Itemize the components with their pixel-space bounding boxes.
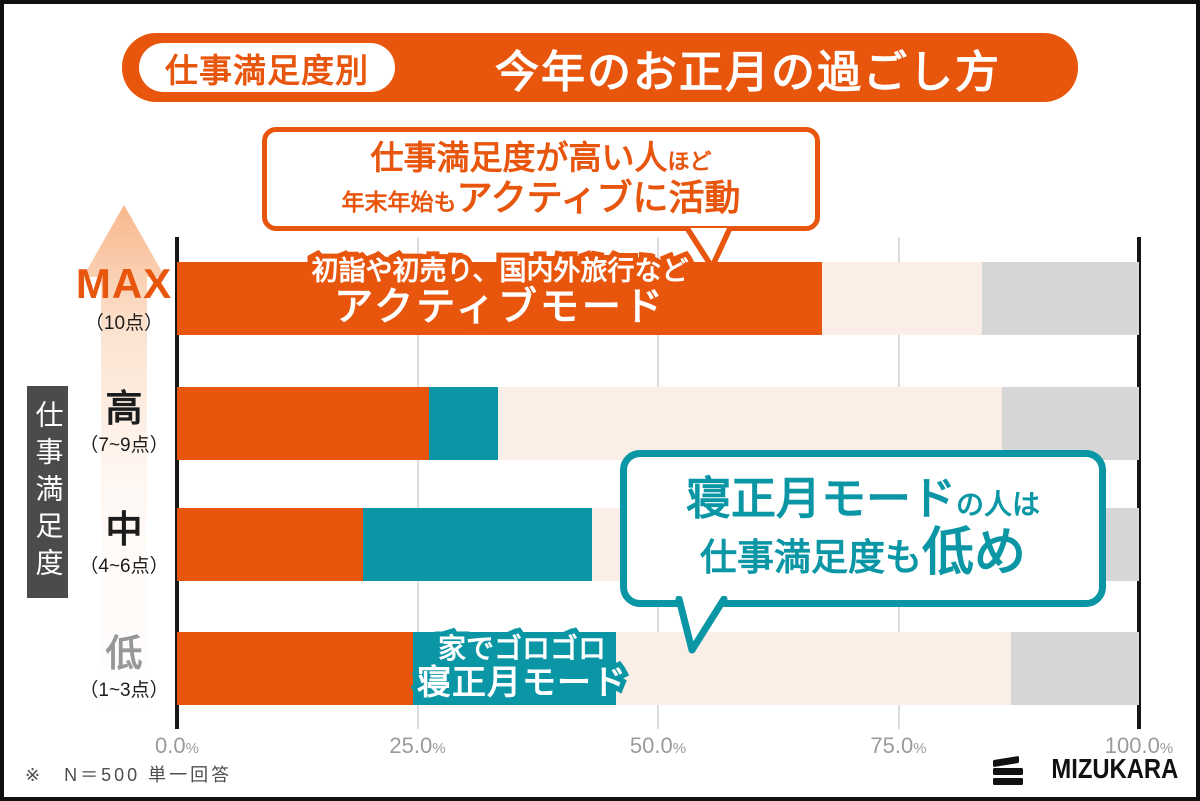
callout-sleep-line1-small: の人は [956, 488, 1041, 520]
y-label-main: 中 [105, 509, 143, 550]
right-boundary-line [1137, 237, 1141, 729]
sleep-bar-label: 家でゴロゴロ 寝正月モード [402, 633, 642, 703]
callout-active-tail-icon [684, 226, 733, 270]
bar-segment [177, 508, 363, 581]
callout-active-line1-main: 仕事満足度が高い人 [370, 139, 668, 177]
y-axis-line [175, 237, 179, 729]
callout-sleep-line2: 仕事満足度も 低め [700, 524, 1026, 584]
y-label-1: 高 （7~9点） [36, 387, 212, 460]
x-tick-label: 0.0% [155, 733, 199, 758]
header-banner: 仕事満足度別 今年のお正月の過ごし方 [122, 33, 1078, 102]
bar-segment [821, 262, 983, 335]
sleep-bar-label-line1: 家でゴロゴロ [438, 633, 606, 665]
bar-segment [982, 262, 1139, 335]
callout-active-line2-small: 年末年始も [341, 189, 457, 216]
y-label-sub: （1~3点） [79, 680, 169, 701]
bar-segment [1011, 632, 1139, 705]
active-bar-label: 初詣や初売り、国内外旅行など アクティブモード [240, 256, 760, 330]
callout-active-line1: 仕事満足度が高い人 ほど [370, 139, 711, 177]
x-tick-label: 100.0% [1104, 733, 1174, 758]
callout-sleep-line1-main: 寝正月モード [685, 472, 956, 524]
page-title: 今年のお正月の過ごし方 [495, 47, 1001, 97]
y-label-main: 高 [105, 388, 143, 429]
x-tick-label: 25.0% [389, 733, 446, 758]
gridline-25 [416, 237, 419, 729]
callout-active-line2: 年末年始も アクティブに活動 [341, 177, 740, 218]
callout-sleep-line2-small: 仕事満足度も [699, 537, 922, 579]
footnote: ※ N＝500 単一回答 [25, 765, 233, 785]
x-tick-label: 75.0% [870, 733, 927, 758]
bar-segment [498, 387, 1003, 460]
y-axis-labels: MAX （10点） 高 （7~9点） 中 （4~6点） 低 （1~3点） [36, 237, 212, 729]
x-axis-ticks: 0.0% 25.0% 50.0% 75.0% 100.0% [155, 729, 1173, 763]
brand-logo: MIZUKARA [992, 752, 1178, 785]
bar-segment [615, 632, 1012, 705]
bar-segment [177, 387, 430, 460]
brand-logo-text: MIZUKARA [1051, 752, 1178, 784]
y-label-sub: （4~6点） [79, 556, 169, 577]
y-label-0: MAX （10点） [36, 262, 212, 335]
bar-segment [1002, 387, 1139, 460]
callout-sleep-bubble: 寝正月モード の人は 仕事満足度も 低め [620, 450, 1106, 607]
active-bar-label-line1: 初詣や初売り、国内外旅行など [312, 256, 689, 286]
y-label-sub: （7~9点） [79, 435, 169, 456]
callout-sleep-line1: 寝正月モード の人は [686, 473, 1040, 525]
bar-segment [177, 632, 413, 705]
callout-active-line2-main: アクティブに活動 [456, 177, 741, 219]
bar-segment [362, 508, 592, 581]
callout-active-bubble: 仕事満足度が高い人 ほど 年末年始も アクティブに活動 [262, 127, 820, 231]
active-bar-label-line2: アクティブモード [334, 286, 666, 330]
y-label-main: 低 [105, 633, 143, 674]
y-label-2: 中 （4~6点） [36, 508, 212, 581]
callout-active-line1-small: ほど [667, 149, 712, 175]
brand-logo-icon [992, 752, 1023, 785]
bar-segment [429, 387, 499, 460]
stacked-bar-row-3 [177, 632, 1139, 705]
stacked-bar-row-1 [177, 387, 1139, 460]
callout-sleep-tail-icon [675, 596, 728, 654]
header-badge: 仕事満足度別 [139, 43, 395, 92]
sleep-bar-label-line2: 寝正月モード [417, 664, 627, 702]
x-tick-label: 50.0% [629, 733, 687, 758]
y-label-3: 低 （1~3点） [36, 632, 212, 705]
callout-sleep-line2-main: 低め [921, 524, 1026, 583]
y-label-main: MAX [75, 259, 173, 307]
y-axis-title: 仕事満足度 [27, 386, 68, 598]
y-label-sub: （10点） [84, 312, 164, 334]
